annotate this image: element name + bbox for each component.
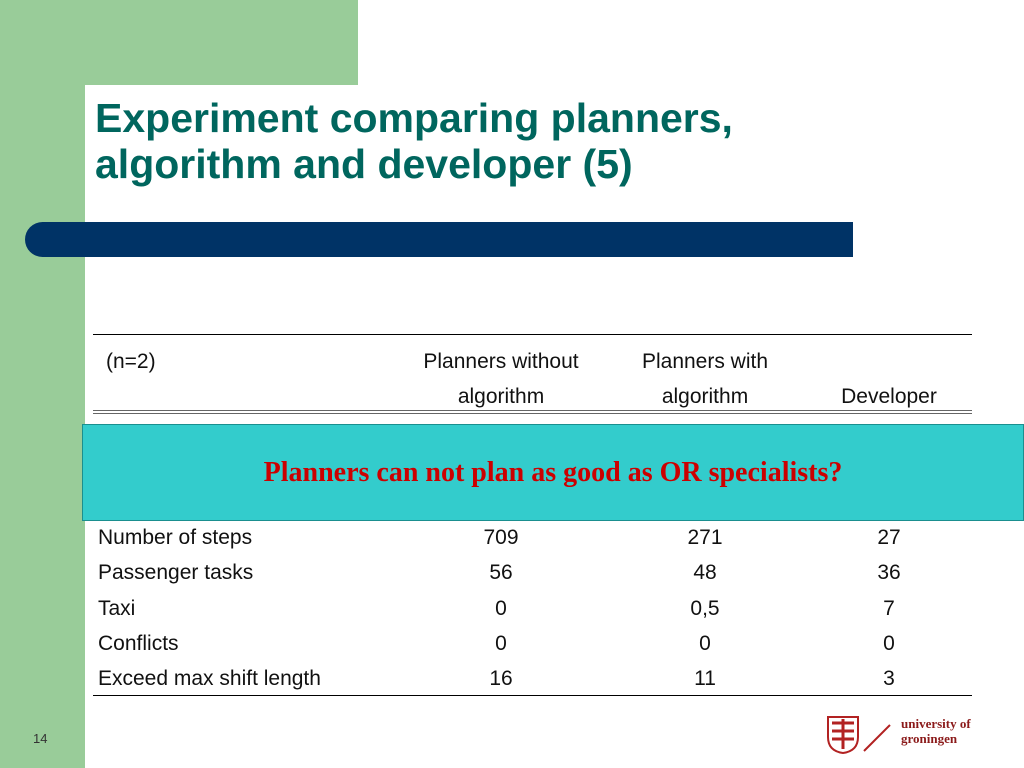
table-cell: 0 [495, 596, 507, 620]
callout: Planners can not plan as good as OR spec… [82, 424, 1024, 521]
logo-line: groningen [901, 731, 958, 746]
logo-line: university of [901, 716, 971, 731]
table-cell: Exceed max shift length [98, 667, 321, 691]
header-rule [93, 413, 972, 414]
header-cell: (n=2) [106, 350, 156, 373]
slide-title: Experiment comparing planners, algorithm… [95, 95, 733, 187]
table-cell: 0,5 [690, 596, 720, 620]
table-cell: 271 [687, 526, 723, 549]
header-cell: Developer [841, 385, 937, 408]
logo-text: university of groningen [901, 716, 971, 746]
table-bottom-rule [93, 695, 972, 696]
header-cell: algorithm [661, 385, 749, 408]
side-band [0, 0, 85, 768]
table-cell: Taxi [98, 596, 136, 620]
title-bar [25, 222, 853, 257]
table-cell: 27 [877, 526, 901, 549]
header-cell: algorithm [457, 385, 545, 408]
table-cell: 48 [693, 561, 717, 585]
table-cell: 0 [495, 631, 507, 655]
title-line: algorithm and developer (5) [95, 141, 633, 187]
table-cell: 56 [489, 561, 513, 585]
header-cell: Planners with [641, 350, 769, 373]
page-number: 14 [33, 731, 48, 746]
top-band [0, 0, 358, 85]
table-cell: 0 [699, 631, 711, 655]
header-rule [93, 410, 972, 411]
logo-crest [827, 716, 891, 755]
table-cell: Conflicts [98, 631, 179, 655]
table-top-rule [93, 334, 972, 335]
table-cell: 7 [883, 596, 895, 620]
header-cell: Planners without [423, 350, 579, 373]
table-cell: 11 [694, 667, 716, 691]
title-line: Experiment comparing planners, [95, 95, 733, 141]
table-cell: 709 [483, 526, 519, 549]
table-cell: Number of steps [98, 526, 253, 549]
table-cell: 36 [877, 561, 901, 585]
table-cell: 3 [883, 667, 895, 691]
table-cell: Passenger tasks [98, 561, 254, 585]
table-cell: 16 [489, 667, 513, 691]
table-cell: 0 [883, 631, 895, 655]
